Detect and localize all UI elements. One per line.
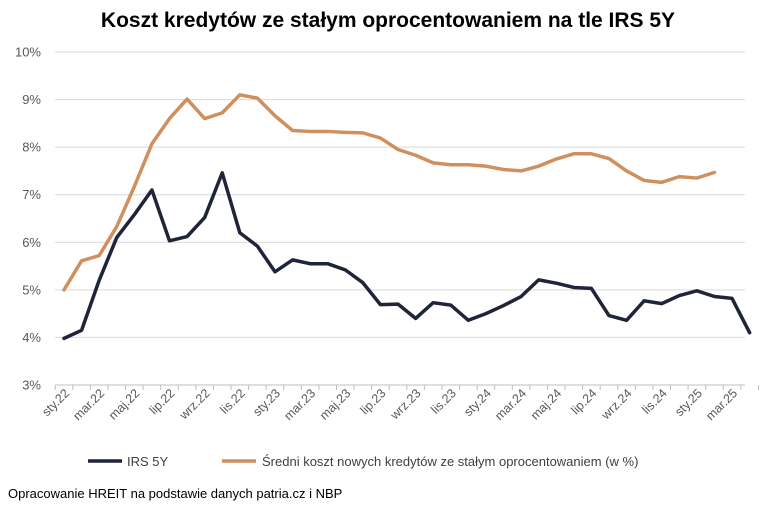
x-tick-label: sty.25 xyxy=(672,386,705,419)
x-tick-label: mar.24 xyxy=(492,386,529,423)
x-tick-label: lip.24 xyxy=(568,386,599,417)
x-tick-label: sty.24 xyxy=(461,386,494,419)
x-axis xyxy=(54,384,759,390)
series-line-irs xyxy=(62,171,752,341)
x-tick-label: maj.22 xyxy=(106,386,142,422)
x-tick-label: lis.24 xyxy=(639,386,670,417)
legend-label-fixed-rate: Średni koszt nowych kredytów ze stałym o… xyxy=(262,454,638,469)
y-axis-ticks: 3% 4% 5% 6% 7% 8% 9% 10% xyxy=(15,45,41,393)
y-tick-label: 9% xyxy=(22,92,41,107)
x-tick-label: maj.24 xyxy=(528,386,564,422)
y-tick-label: 3% xyxy=(22,378,41,393)
x-tick-label: mar.25 xyxy=(703,386,740,423)
y-tick-label: 4% xyxy=(22,330,41,345)
chart-title: Koszt kredytów ze stałym oprocentowaniem… xyxy=(101,9,675,32)
x-tick-label: maj.23 xyxy=(317,386,353,422)
y-tick-label: 7% xyxy=(22,187,41,202)
y-tick-label: 5% xyxy=(22,282,41,297)
series-line-fixed-rate xyxy=(62,93,717,292)
y-tick-label: 6% xyxy=(22,235,41,250)
y-tick-label: 8% xyxy=(22,140,41,155)
legend: IRS 5Y Średni koszt nowych kredytów ze s… xyxy=(88,454,638,469)
x-tick-label: wrz.24 xyxy=(598,386,635,423)
legend-label-irs: IRS 5Y xyxy=(127,454,169,469)
source-note: Opracowanie HREIT na podstawie danych pa… xyxy=(8,486,343,501)
y-tick-label: 10% xyxy=(15,45,41,60)
x-tick-label: mar.23 xyxy=(281,386,318,423)
x-tick-label: sty.23 xyxy=(250,386,283,419)
series-lines xyxy=(62,93,752,341)
x-tick-label: sty.22 xyxy=(39,386,72,419)
x-tick-label: mar.22 xyxy=(70,386,107,423)
x-tick-label: lis.23 xyxy=(428,386,459,417)
x-tick-label: wrz.22 xyxy=(176,386,213,423)
x-tick-label: lip.22 xyxy=(147,386,178,417)
gridlines xyxy=(55,51,745,338)
x-tick-label: lis.22 xyxy=(217,386,248,417)
x-tick-label: wrz.23 xyxy=(387,386,424,423)
x-tick-label: lip.23 xyxy=(358,386,389,417)
